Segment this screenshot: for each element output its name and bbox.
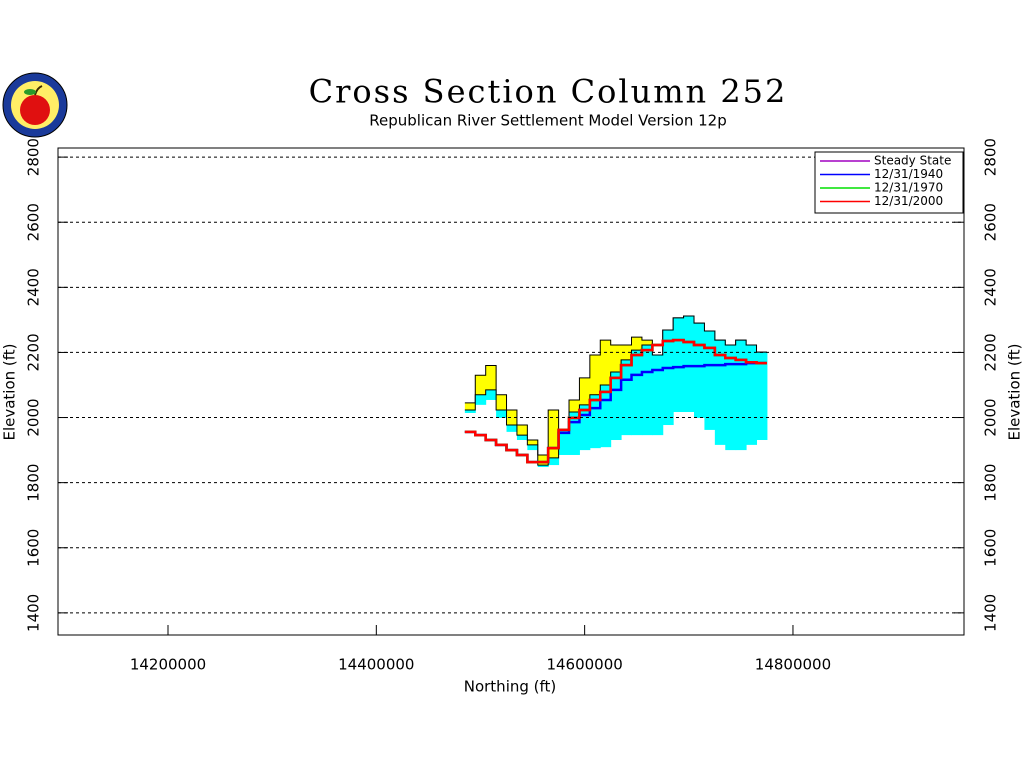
layer-cell: [683, 315, 695, 413]
y2-tick-label: 2400: [982, 268, 1000, 306]
layer-cell: [496, 410, 508, 418]
layer-cell: [600, 340, 612, 385]
layer-cell: [537, 454, 549, 466]
legend-label: Steady State: [874, 154, 951, 168]
layer-cell: [621, 359, 633, 436]
layer-cell: [652, 355, 664, 436]
layer-cell: [506, 425, 518, 432]
x-tick-label: 14600000: [546, 656, 622, 674]
layer-cell: [516, 425, 528, 436]
layer-cell: [558, 429, 570, 455]
layer-cell: [527, 440, 539, 445]
layer-cell: [631, 350, 643, 436]
layer-cell: [673, 317, 685, 413]
legend-box: [814, 151, 964, 214]
y2-tick-label: 2600: [982, 203, 1000, 241]
x-tick-label: 14800000: [755, 656, 831, 674]
layer-cell: [746, 344, 758, 445]
layer-cell: [589, 394, 601, 449]
layer-cell: [569, 412, 580, 455]
layer-cell: [548, 457, 560, 466]
y-tick-label: 2200: [25, 333, 43, 371]
y-axis-title: Elevation (ft): [1, 343, 19, 440]
layer-cell: [756, 352, 768, 441]
x-axis-title: Northing (ft): [464, 678, 557, 696]
y-tick-label: 2800: [25, 138, 43, 176]
layer-cell: [579, 404, 591, 451]
x-tick-label: 14400000: [338, 656, 414, 674]
layer-cell: [694, 323, 705, 418]
layer-cell: [631, 337, 643, 351]
y-tick-label: 1800: [25, 464, 43, 502]
y2-tick-label: 2000: [982, 398, 1000, 436]
layer-cell: [589, 355, 601, 395]
layer-cell: [464, 402, 476, 411]
chart-subtitle: Republican River Settlement Model Versio…: [369, 112, 726, 130]
layer-cell: [496, 394, 508, 411]
y2-tick-label: 1400: [982, 594, 1000, 632]
y-tick-label: 1400: [25, 594, 43, 632]
layer-cell: [735, 340, 747, 451]
plot-frame: [57, 147, 965, 636]
layer-cell: [621, 344, 633, 360]
layer-cell: [662, 329, 674, 426]
y2-tick-label: 2800: [982, 138, 1000, 176]
layer-cell: [610, 371, 622, 441]
y2-tick-label: 1800: [982, 464, 1000, 502]
layer-cell: [464, 410, 476, 413]
layer-cell: [704, 330, 716, 430]
layer-cell: [516, 435, 528, 441]
layer-cell: [641, 344, 653, 436]
y2-axis-title: Elevation (ft): [1006, 343, 1024, 440]
layer-cell: [641, 340, 653, 345]
legend-label: 12/31/2000: [874, 194, 943, 208]
layer-cell: [485, 389, 497, 400]
legend-label: 12/31/1970: [874, 181, 943, 195]
layer-cell: [579, 377, 591, 405]
logo: [2, 72, 68, 138]
chart-title: Cross Section Column 252: [309, 73, 788, 111]
layer-cell: [714, 340, 726, 445]
layer-cell: [475, 375, 487, 395]
layer-cell: [537, 465, 549, 468]
layer-cell: [600, 384, 612, 448]
layer-cell: [506, 410, 518, 426]
x-tick-label: 14200000: [130, 656, 206, 674]
y-tick-label: 1600: [25, 529, 43, 567]
layer-cell: [527, 444, 539, 451]
layer-cell: [548, 410, 560, 458]
legend-label: 12/31/1940: [874, 167, 943, 181]
layer-cell: [725, 344, 737, 451]
y-tick-label: 2600: [25, 203, 43, 241]
y-tick-label: 2400: [25, 268, 43, 306]
layer-outline: [464, 315, 767, 466]
layer-cell: [569, 399, 580, 413]
layer-cell: [610, 344, 622, 372]
layer-cell: [475, 394, 487, 405]
y2-tick-label: 2200: [982, 333, 1000, 371]
y2-tick-label: 1600: [982, 529, 1000, 567]
layer-cell: [485, 365, 497, 390]
y-tick-label: 2000: [25, 398, 43, 436]
plot-area: [464, 315, 768, 468]
